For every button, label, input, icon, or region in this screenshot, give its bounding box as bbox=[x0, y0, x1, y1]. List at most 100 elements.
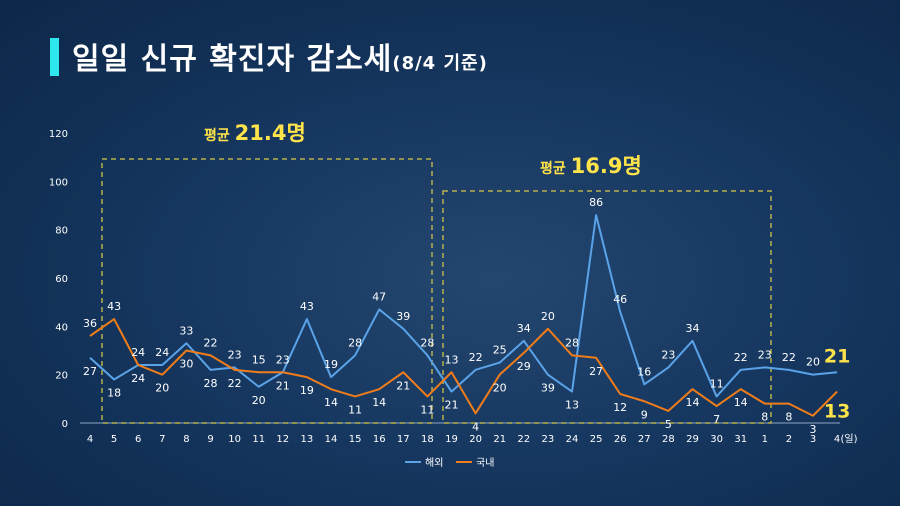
data-label-overseas: 43 bbox=[300, 300, 314, 313]
x-tick-label: 28 bbox=[662, 434, 675, 445]
x-tick-label: 25 bbox=[590, 434, 603, 445]
data-label-domestic: 7 bbox=[713, 413, 720, 426]
y-tick-label: 20 bbox=[55, 371, 68, 382]
data-label-overseas: 33 bbox=[179, 324, 193, 337]
average-prefix: 평균 bbox=[540, 160, 571, 177]
x-tick-label: 23 bbox=[542, 434, 555, 445]
data-label-overseas: 24 bbox=[155, 346, 169, 359]
highlight-label-domestic: 13 bbox=[824, 401, 850, 423]
x-tick-label: 29 bbox=[686, 434, 699, 445]
data-label-domestic: 8 bbox=[761, 411, 768, 424]
data-label-domestic: 30 bbox=[179, 358, 193, 371]
data-label-domestic: 29 bbox=[517, 360, 531, 373]
data-label-overseas: 20 bbox=[806, 356, 820, 369]
x-tick-label: 21 bbox=[493, 434, 506, 445]
data-label-domestic: 13 bbox=[445, 353, 459, 366]
title-main: 일일 신규 확진자 감소세 bbox=[72, 42, 393, 77]
period-box-1 bbox=[101, 158, 433, 424]
x-tick-label: 14 bbox=[325, 434, 338, 445]
data-label-overseas: 22 bbox=[469, 351, 483, 364]
x-tick-label: 8 bbox=[183, 434, 189, 445]
x-tick-label: 7 bbox=[159, 434, 165, 445]
x-tick-label: 5 bbox=[111, 434, 117, 445]
slide-title: 일일 신규 확진자 감소세(8/4 기준) bbox=[72, 34, 488, 78]
data-label-overseas: 47 bbox=[372, 290, 386, 303]
data-label-domestic: 14 bbox=[686, 396, 700, 409]
data-label-domestic: 4 bbox=[472, 420, 479, 433]
data-label-domestic: 36 bbox=[83, 317, 97, 330]
data-label-domestic: 24 bbox=[131, 372, 145, 385]
x-tick-label: 12 bbox=[276, 434, 289, 445]
x-tick-label: 6 bbox=[135, 434, 141, 445]
data-label-domestic: 11 bbox=[348, 403, 362, 416]
data-label-domestic: 20 bbox=[493, 382, 507, 395]
data-label-overseas: 46 bbox=[613, 293, 627, 306]
x-tick-label: 26 bbox=[614, 434, 627, 445]
y-tick-label: 120 bbox=[49, 129, 68, 140]
data-label-overseas: 22 bbox=[734, 351, 748, 364]
legend-label-domestic: 국내 bbox=[476, 457, 494, 469]
data-label-overseas: 16 bbox=[637, 365, 651, 378]
x-tick-label: 1 bbox=[762, 434, 768, 445]
average-prefix: 평균 bbox=[204, 127, 235, 144]
data-label-overseas: 39 bbox=[396, 310, 410, 323]
average-label: 평균 21.4명 bbox=[204, 121, 306, 145]
x-tick-label: 19 bbox=[445, 434, 458, 445]
data-label-domestic: 22 bbox=[204, 336, 218, 349]
average-value: 21.4명 bbox=[235, 121, 306, 145]
data-label-overseas: 86 bbox=[589, 196, 603, 209]
data-label-overseas: 34 bbox=[686, 322, 700, 335]
data-label-domestic: 15 bbox=[252, 353, 266, 366]
data-label-domestic: 43 bbox=[107, 300, 121, 313]
data-label-overseas: 28 bbox=[204, 377, 218, 390]
data-label-domestic: 11 bbox=[420, 403, 434, 416]
data-label-domestic: 12 bbox=[613, 401, 627, 414]
data-label-overseas: 13 bbox=[565, 399, 579, 412]
data-label-overseas: 21 bbox=[445, 399, 459, 412]
x-tick-label: 20 bbox=[469, 434, 482, 445]
x-tick-label: 2 bbox=[786, 434, 792, 445]
data-label-domestic: 5 bbox=[665, 418, 672, 431]
data-label-domestic: 3 bbox=[810, 423, 817, 436]
data-label-domestic: 20 bbox=[541, 310, 555, 323]
y-tick-label: 80 bbox=[55, 226, 68, 237]
x-tick-label: 18 bbox=[421, 434, 434, 445]
data-label-domestic: 19 bbox=[300, 384, 314, 397]
data-label-overseas: 23 bbox=[661, 348, 675, 361]
data-label-domestic: 14 bbox=[734, 396, 748, 409]
average-value: 16.9명 bbox=[571, 154, 642, 178]
data-label-domestic: 20 bbox=[155, 382, 169, 395]
data-label-overseas: 22 bbox=[782, 351, 796, 364]
y-tick-label: 40 bbox=[55, 322, 68, 333]
x-tick-label: 17 bbox=[397, 434, 410, 445]
period-box-2 bbox=[442, 190, 772, 424]
y-tick-label: 0 bbox=[62, 419, 68, 430]
data-label-domestic: 9 bbox=[641, 408, 648, 421]
y-tick-label: 100 bbox=[49, 177, 68, 188]
x-tick-label: 27 bbox=[638, 434, 651, 445]
data-label-overseas: 27 bbox=[83, 365, 97, 378]
data-label-overseas: 18 bbox=[107, 387, 121, 400]
x-tick-label: 15 bbox=[349, 434, 362, 445]
x-tick-label: 9 bbox=[207, 434, 213, 445]
series-line-domestic bbox=[89, 318, 838, 417]
x-tick-label: 11 bbox=[252, 434, 265, 445]
data-label-overseas: 25 bbox=[493, 344, 507, 357]
data-label-domestic: 21 bbox=[396, 379, 410, 392]
data-label-overseas: 23 bbox=[228, 348, 242, 361]
x-tick-label: 4 bbox=[87, 434, 93, 445]
data-label-overseas: 34 bbox=[517, 322, 531, 335]
series-line-overseas bbox=[89, 214, 838, 398]
x-tick-label: 3 bbox=[810, 434, 816, 445]
data-label-overseas: 39 bbox=[541, 382, 555, 395]
data-label-overseas: 20 bbox=[252, 394, 266, 407]
title-sub: (8/4 기준) bbox=[392, 53, 488, 74]
x-tick-label: 13 bbox=[301, 434, 314, 445]
data-label-domestic: 21 bbox=[276, 379, 290, 392]
data-label-overseas: 23 bbox=[758, 348, 772, 361]
data-label-overseas: 19 bbox=[324, 358, 338, 371]
data-label-domestic: 28 bbox=[565, 336, 579, 349]
title-accent-bar bbox=[50, 38, 59, 76]
